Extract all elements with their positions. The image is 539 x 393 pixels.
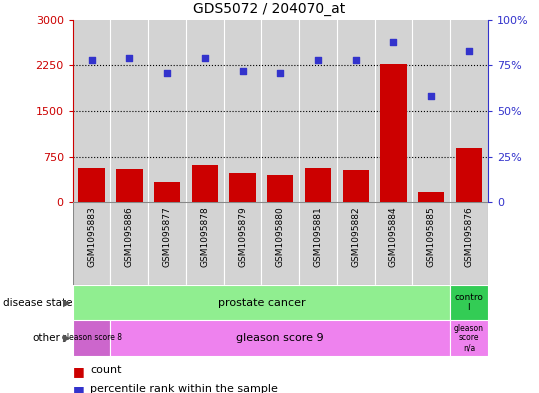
Text: other: other (32, 333, 60, 343)
Text: GDS5072 / 204070_at: GDS5072 / 204070_at (194, 2, 345, 16)
Bar (186, 202, 224, 285)
Bar (337, 202, 375, 285)
Bar (73, 202, 110, 285)
Point (87, 57, 96, 63)
Point (314, 57, 322, 63)
Point (465, 48, 473, 54)
Bar (456, 147, 482, 202)
Bar (375, 202, 412, 285)
Text: ▶: ▶ (63, 298, 70, 308)
Text: GSM1095883: GSM1095883 (87, 207, 96, 267)
Bar (148, 202, 186, 285)
Text: GSM1095878: GSM1095878 (201, 207, 209, 267)
Bar (412, 202, 450, 285)
Text: GSM1095882: GSM1095882 (351, 207, 360, 267)
Bar (230, 173, 256, 202)
Bar (261, 202, 299, 285)
Text: GSM1095886: GSM1095886 (125, 207, 134, 267)
Bar (343, 169, 369, 202)
Text: ■: ■ (73, 365, 85, 378)
Point (427, 93, 436, 99)
Text: GSM1095881: GSM1095881 (314, 207, 322, 267)
Text: GSM1095880: GSM1095880 (276, 207, 285, 267)
Point (201, 55, 209, 61)
Text: ■: ■ (73, 384, 85, 393)
Bar (450, 285, 488, 320)
Bar (79, 168, 105, 202)
Point (238, 68, 247, 74)
Text: contro
l: contro l (454, 293, 483, 312)
Text: gleason score 8: gleason score 8 (61, 334, 122, 342)
Text: disease state: disease state (3, 298, 72, 308)
Bar (116, 169, 142, 202)
Text: GSM1095885: GSM1095885 (427, 207, 436, 267)
Bar (450, 202, 488, 285)
Point (351, 57, 360, 63)
Bar (450, 320, 488, 356)
Bar (73, 320, 110, 356)
Text: ▶: ▶ (63, 333, 70, 343)
Point (163, 70, 171, 76)
Text: percentile rank within the sample: percentile rank within the sample (90, 384, 278, 393)
Bar (418, 192, 444, 202)
Bar (224, 202, 261, 285)
Bar (110, 202, 148, 285)
Bar (381, 64, 407, 202)
Point (389, 39, 398, 45)
Text: count: count (90, 365, 121, 375)
Bar (110, 320, 450, 356)
Text: GSM1095876: GSM1095876 (465, 207, 473, 267)
Text: gleason
score
n/a: gleason score n/a (454, 324, 484, 352)
Bar (299, 202, 337, 285)
Text: prostate cancer: prostate cancer (218, 298, 305, 308)
Text: GSM1095879: GSM1095879 (238, 207, 247, 267)
Text: gleason score 9: gleason score 9 (237, 333, 324, 343)
Bar (305, 168, 331, 202)
Text: GSM1095877: GSM1095877 (163, 207, 171, 267)
Text: GSM1095884: GSM1095884 (389, 207, 398, 267)
Point (125, 55, 134, 61)
Bar (267, 175, 294, 202)
Point (276, 70, 285, 76)
Bar (154, 182, 180, 202)
Bar (192, 165, 218, 202)
